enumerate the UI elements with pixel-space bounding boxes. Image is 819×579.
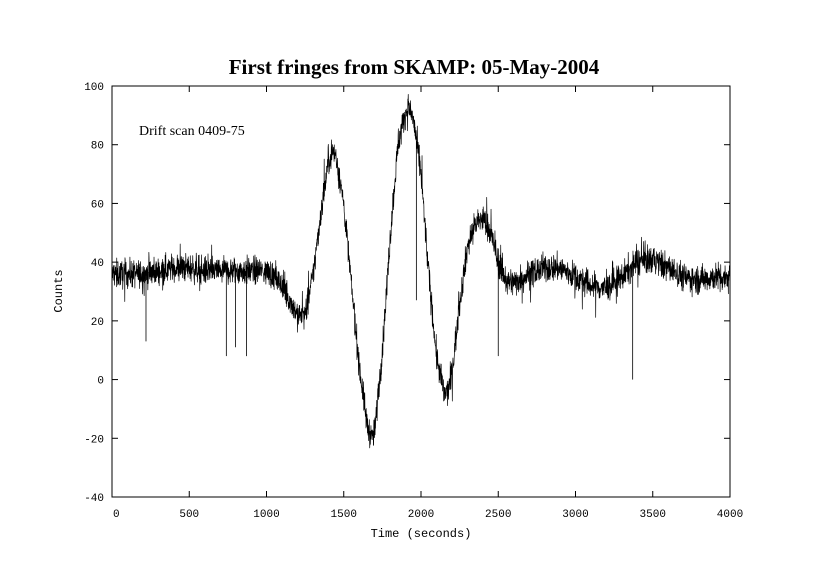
x-tick-label: 0 [113, 509, 120, 521]
chart-title: First fringes from SKAMP: 05-May-2004 [229, 55, 600, 79]
y-tick-label: 20 [91, 317, 104, 329]
x-tick-label: 4000 [717, 509, 743, 521]
x-tick-label: 1000 [253, 509, 279, 521]
y-tick-label: 60 [91, 199, 104, 211]
series-group [111, 93, 731, 449]
x-tick-label: 2000 [408, 509, 434, 521]
x-tick-label: 3000 [562, 509, 588, 521]
x-axis-label: Time (seconds) [371, 527, 472, 541]
series-line [111, 93, 731, 449]
x-tick-label: 3500 [640, 509, 666, 521]
y-axis: -40 -20 0 20 40 60 80 100 [84, 82, 730, 505]
y-axis-label: Counts [52, 269, 66, 312]
plot-frame [111, 85, 731, 498]
y-tick-label: 100 [84, 82, 104, 94]
y-tick-label: -20 [84, 434, 104, 446]
chart-annotation: Drift scan 0409-75 [139, 124, 245, 139]
x-tick-label: 1500 [331, 509, 357, 521]
y-tick-label: 40 [91, 258, 104, 270]
y-tick-label: -40 [84, 493, 104, 505]
x-tick-label: 2500 [485, 509, 511, 521]
y-tick-label: 0 [97, 376, 104, 388]
x-axis: 0 500 1000 1500 2000 2500 3000 3500 4000 [111, 86, 743, 521]
x-tick-label: 500 [179, 509, 199, 521]
y-tick-label: 80 [91, 141, 104, 153]
